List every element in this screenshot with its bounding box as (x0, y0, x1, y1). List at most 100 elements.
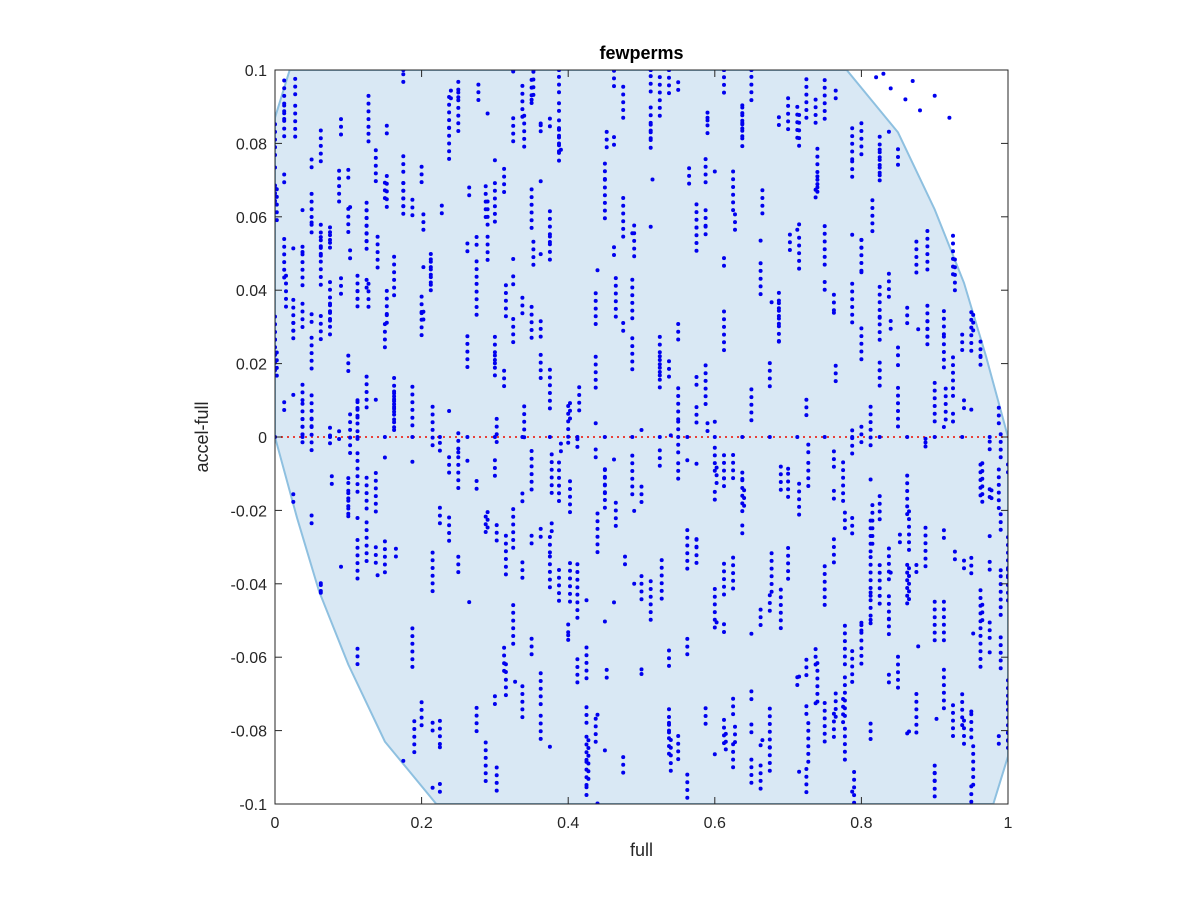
data-point (557, 118, 561, 123)
data-point (749, 631, 754, 636)
data-point (593, 306, 598, 311)
data-point (676, 419, 681, 424)
data-point (969, 792, 974, 797)
data-point (897, 540, 902, 545)
data-point (355, 289, 360, 293)
data-point (797, 674, 802, 679)
data-point (886, 279, 891, 284)
data-point (925, 259, 930, 264)
data-point (586, 738, 591, 743)
data-point (346, 214, 351, 219)
data-point (547, 398, 552, 403)
data-point (474, 289, 479, 294)
data-point (529, 312, 534, 317)
data-point (366, 139, 371, 144)
data-point (375, 234, 380, 239)
data-point (657, 113, 662, 118)
data-point (348, 248, 353, 253)
data-point (804, 405, 809, 410)
data-point (998, 643, 1003, 648)
data-point (850, 305, 855, 309)
data-point (694, 412, 699, 417)
data-point (778, 480, 783, 484)
data-point (309, 401, 314, 406)
data-point (485, 250, 490, 255)
data-point (293, 92, 298, 97)
data-point (850, 141, 855, 146)
data-point (712, 602, 717, 607)
data-point (907, 589, 911, 594)
data-point (612, 253, 616, 257)
data-point (557, 483, 561, 488)
data-point (705, 115, 710, 120)
data-point (703, 402, 708, 406)
data-point (430, 785, 435, 790)
data-point (282, 134, 287, 139)
data-point (401, 162, 406, 167)
data-point (859, 623, 864, 628)
data-point (428, 265, 433, 270)
data-point (685, 644, 690, 649)
data-point (932, 435, 937, 439)
data-point (630, 336, 635, 341)
data-point (593, 298, 598, 303)
data-point (584, 660, 589, 665)
data-point (366, 117, 371, 122)
data-point (648, 89, 653, 94)
data-point (842, 690, 847, 695)
data-point (758, 743, 763, 748)
data-point (447, 409, 452, 413)
data-point (978, 649, 983, 654)
data-point (595, 268, 600, 273)
data-point (511, 340, 516, 345)
data-point (447, 462, 452, 467)
data-point (520, 91, 525, 96)
data-point (749, 765, 754, 770)
data-point (318, 253, 323, 258)
data-point (300, 250, 305, 254)
data-point (923, 436, 928, 441)
data-point (978, 633, 983, 638)
data-point (410, 459, 415, 464)
data-point (492, 358, 497, 362)
data-point (282, 180, 287, 185)
data-point (382, 345, 387, 350)
data-point (868, 590, 873, 595)
x-tick-label: 0.8 (850, 815, 872, 832)
data-point (907, 524, 911, 529)
data-point (520, 435, 525, 439)
data-point (613, 291, 618, 296)
data-point (547, 562, 552, 567)
data-point (485, 199, 490, 204)
data-point (474, 259, 479, 264)
data-point (951, 370, 955, 375)
data-point (722, 90, 726, 95)
data-point (969, 709, 974, 714)
data-point (650, 177, 655, 182)
data-point (503, 541, 508, 546)
data-point (492, 373, 497, 378)
data-point (852, 793, 857, 798)
data-point (914, 255, 919, 259)
data-point (978, 478, 983, 482)
data-point (410, 423, 415, 428)
data-point (842, 654, 847, 659)
data-point (437, 521, 442, 526)
data-point (492, 694, 497, 699)
data-point (947, 115, 952, 120)
data-point (309, 393, 314, 398)
data-point (786, 569, 791, 574)
data-point (613, 523, 618, 528)
data-point (941, 528, 946, 533)
data-point (758, 607, 763, 612)
data-point (529, 464, 534, 469)
data-point (676, 476, 681, 481)
data-point (859, 237, 864, 242)
data-point (905, 578, 910, 583)
data-point (916, 327, 921, 332)
data-point (639, 589, 644, 594)
data-point (833, 371, 838, 376)
data-point (907, 547, 911, 552)
data-point (978, 493, 983, 498)
data-point (309, 513, 314, 518)
